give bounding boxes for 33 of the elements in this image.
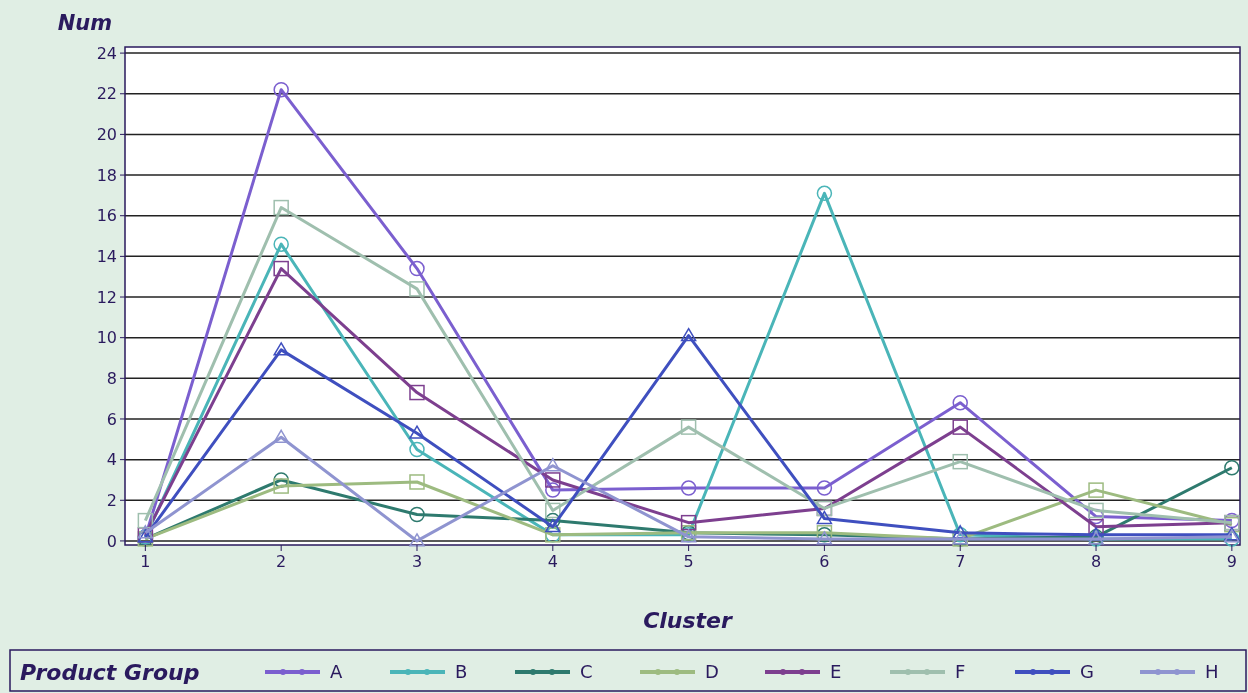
y-tick-label: 14	[96, 246, 117, 266]
y-tick-label: 10	[96, 328, 117, 348]
y-tick-label: 0	[106, 531, 117, 551]
legend-label: E	[830, 661, 842, 683]
legend-label: C	[580, 661, 593, 683]
x-tick-label: 2	[276, 552, 287, 571]
y-tick-label: 20	[96, 125, 117, 144]
y-tick-label: 4	[106, 450, 117, 470]
legend-label: H	[1205, 661, 1219, 683]
legend-label: D	[705, 661, 719, 683]
y-tick-label: 18	[96, 165, 117, 185]
y-tick-label: 8	[106, 368, 117, 388]
legend-label: G	[1080, 661, 1094, 683]
y-tick-label: 24	[96, 43, 117, 63]
y-tick-label: 22	[96, 84, 117, 104]
y-tick-label: 12	[96, 287, 117, 307]
x-tick-label: 5	[683, 552, 694, 571]
y-tick-label: 6	[106, 409, 117, 429]
y-axis-title: Num	[57, 11, 113, 35]
legend-label: B	[455, 661, 468, 683]
x-tick-label: 1	[140, 552, 151, 571]
x-tick-label: 6	[819, 552, 830, 571]
x-tick-label: 9	[1226, 552, 1237, 571]
x-tick-label: 3	[411, 552, 423, 571]
x-tick-label: 8	[1090, 552, 1102, 571]
x-axis-title: Cluster	[643, 608, 734, 633]
y-tick-label: 2	[106, 490, 117, 510]
legend-title: Product Group	[20, 659, 200, 685]
legend-label: F	[955, 661, 966, 683]
x-tick-label: 7	[955, 552, 966, 571]
x-tick-label: 4	[547, 552, 558, 571]
y-tick-label: 16	[96, 206, 117, 226]
legend-label: A	[330, 661, 343, 683]
